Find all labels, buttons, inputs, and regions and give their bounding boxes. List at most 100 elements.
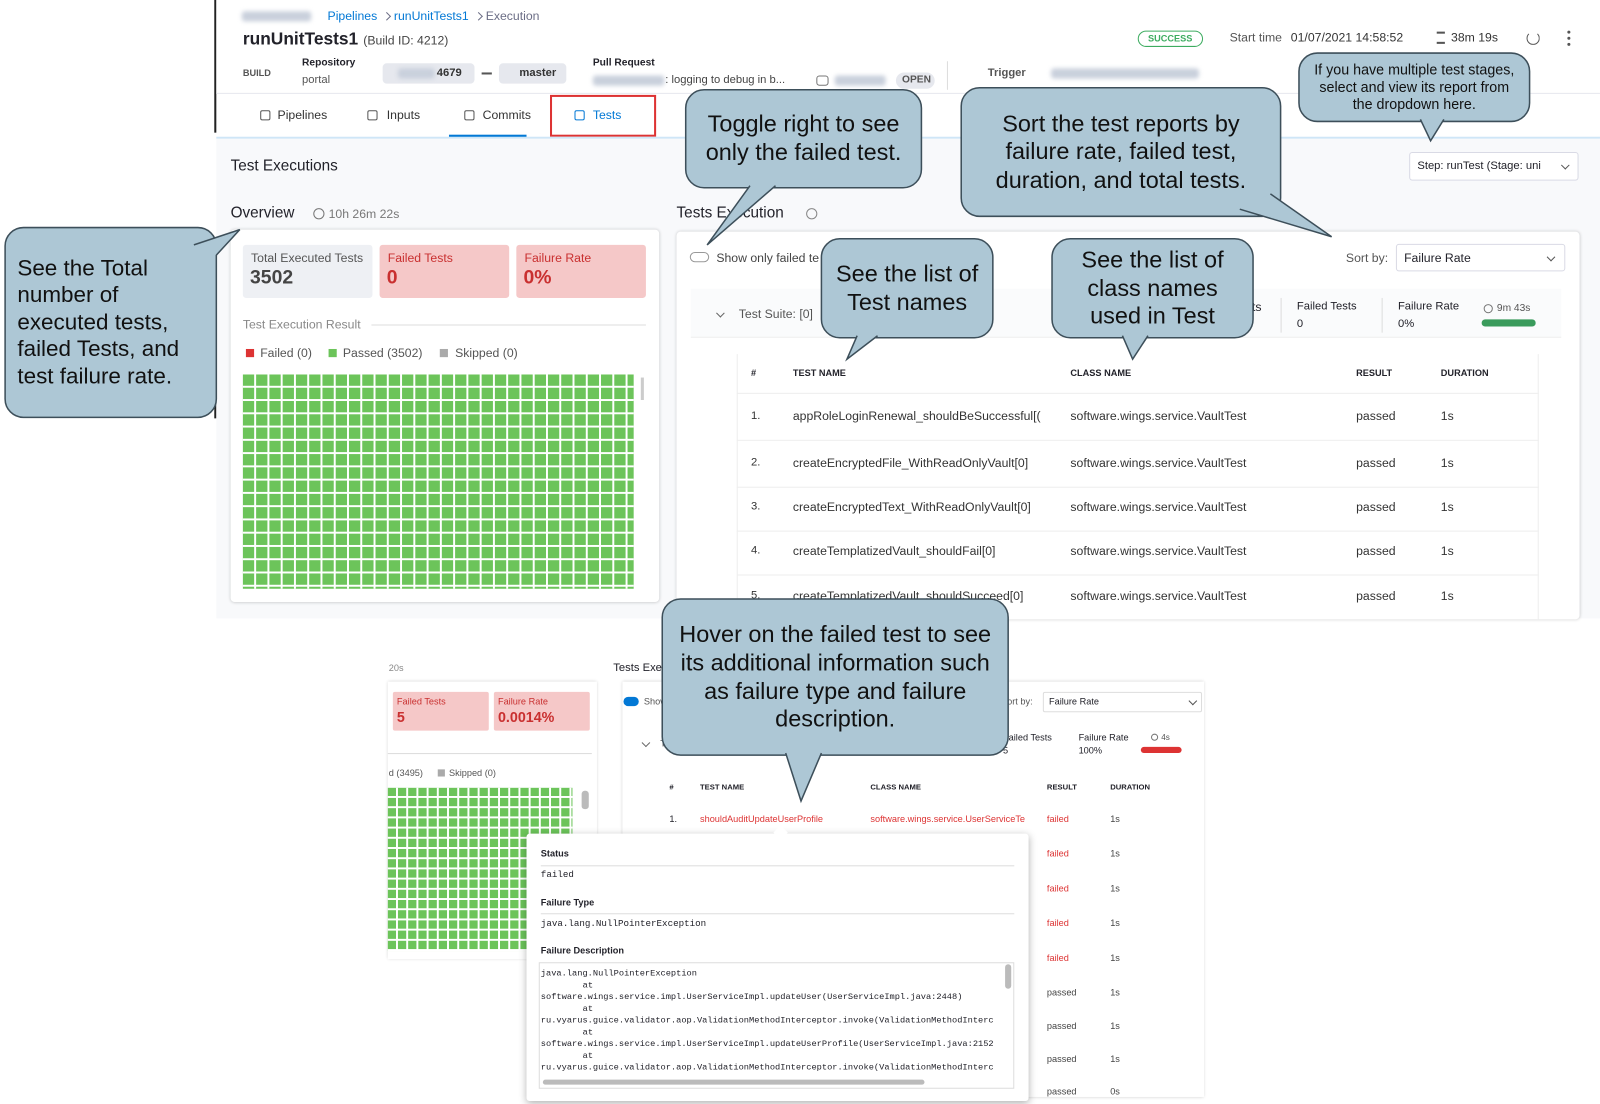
detail-sort-value[interactable]: Failure Rate: [1048, 696, 1100, 707]
tab-underline: [448, 134, 527, 138]
stat-value: 0: [386, 266, 398, 289]
suite-sep: [1280, 297, 1282, 333]
step-select[interactable]: [1409, 152, 1579, 181]
callout-text: Toggle right to see only the failed test…: [705, 110, 902, 166]
kebab-dot[interactable]: [1567, 30, 1571, 34]
detail-stat-value: 0.0014%: [497, 708, 555, 726]
kebab-dot[interactable]: [1567, 36, 1571, 40]
cell: software.wings.service.VaultTest: [1070, 408, 1247, 424]
callout-box: [1298, 52, 1531, 123]
legend-swatch: [439, 348, 448, 358]
sort-value[interactable]: Failure Rate: [1404, 250, 1471, 266]
callout-tail: [1239, 193, 1333, 238]
column-header: RESULT: [1356, 367, 1393, 379]
status-badge: [1137, 30, 1204, 47]
toggle-label: Show only failed te: [716, 250, 820, 266]
legend-label: Failed (0): [260, 345, 312, 361]
description-line: software.wings.service.impl.UserServiceI…: [540, 1038, 994, 1049]
suite-name[interactable]: Test Suite: [0]: [738, 306, 813, 322]
description-line: at: [582, 1026, 594, 1038]
row-rule: [736, 530, 1539, 532]
cell: passed: [1356, 408, 1396, 424]
tab[interactable]: Inputs: [386, 107, 421, 123]
desc-vscroll: [1005, 964, 1012, 989]
pr-number: 4679: [436, 66, 462, 79]
blurred-crumb: [241, 11, 312, 22]
detail-sort-select[interactable]: [1042, 691, 1203, 713]
legend-label: Passed (3502): [342, 345, 423, 361]
stat-value: 0%: [523, 266, 552, 289]
tab-icon: [464, 110, 475, 121]
blurred-trigger: [1051, 68, 1199, 79]
detail-cell[interactable]: shouldAuditUpdateUserProfile: [699, 813, 824, 825]
callout-tail: [706, 185, 777, 246]
detail-cell: 1s: [1110, 813, 1120, 825]
stat-box: [516, 244, 646, 298]
arrow: [481, 72, 492, 75]
cell: appRoleLoginRenewal_shouldBeSuccessful[(: [792, 408, 1041, 424]
repo-label: Repository: [302, 57, 356, 69]
status-text: SUCCESS: [1147, 33, 1193, 44]
suite-stat-label: Failed Tests: [1296, 300, 1357, 313]
description-line: java.lang.NullPointerException: [540, 968, 697, 979]
detail-cell: software.wings.service.UserServiceTe: [870, 813, 1026, 825]
cell: 1.: [751, 409, 761, 422]
clock-icon: [1151, 733, 1159, 741]
callout-box: [820, 238, 994, 339]
suite-stat-value: 0%: [1397, 317, 1415, 331]
detail-toggle[interactable]: [623, 696, 639, 707]
detail-suite-label: Failure Rate: [1078, 732, 1129, 743]
clock-icon: [1483, 304, 1493, 314]
description-box: [538, 962, 1015, 1089]
step-select-text[interactable]: Step: runTest (Stage: uni: [1417, 159, 1541, 172]
detail-suite-label: Failed Tests: [1003, 732, 1052, 743]
tooltip-value: java.lang.NullPointerException: [540, 918, 707, 930]
detail-cell: 1s: [1110, 987, 1120, 998]
row-rule: [736, 486, 1539, 488]
callout-text: Sort the test reports by failure rate, f…: [995, 109, 1247, 193]
result-title: Test Execution Result: [242, 317, 361, 332]
column-header: TEST NAME: [792, 367, 846, 379]
duration: 38m 19s: [1451, 30, 1498, 45]
tab-icon: [367, 110, 378, 121]
repo: portal: [302, 73, 331, 87]
kebab-dot[interactable]: [1567, 42, 1571, 46]
description-line: ru.vyarus.guice.validator.aop.Validation…: [540, 1062, 994, 1073]
build-label: BUILD: [242, 67, 271, 79]
cell: software.wings.service.VaultTest: [1070, 499, 1247, 515]
tab[interactable]: Commits: [482, 107, 531, 123]
callout-box: [684, 89, 923, 189]
comment-icon: [816, 75, 829, 86]
cell: createEncryptedFile_WithReadOnlyVault[0]: [792, 455, 1029, 471]
detail-cell: 1s: [1110, 848, 1120, 859]
refresh-icon[interactable]: [1526, 31, 1540, 45]
detail-column-header: #: [669, 782, 674, 792]
cell: passed: [1356, 543, 1396, 558]
detail-title: Tests Exe: [613, 661, 662, 674]
breadcrumb[interactable]: Pipelines: [327, 8, 378, 24]
detail-stat-box: [493, 691, 590, 731]
sort-select[interactable]: [1395, 243, 1566, 272]
tab[interactable]: Pipelines: [277, 107, 328, 123]
detail-legend: Skipped (0): [448, 767, 496, 779]
callout-box: [4, 226, 218, 419]
cell: software.wings.service.VaultTest: [1070, 543, 1247, 558]
help-icon: [806, 208, 818, 220]
tab[interactable]: Tests: [592, 107, 622, 123]
start-label: Start time: [1229, 30, 1282, 45]
cell: 3.: [751, 500, 761, 513]
detail-cell: 1s: [1110, 883, 1120, 894]
detail-rule: [387, 753, 592, 755]
cell: 1s: [1440, 408, 1454, 424]
detail-cell: 1s: [1110, 917, 1120, 929]
detail-suite-value: 100%: [1078, 745, 1103, 756]
detail-duration-bar: [1140, 746, 1182, 754]
breadcrumb[interactable]: runUnitTests1: [393, 8, 469, 24]
toggle[interactable]: [689, 252, 710, 263]
description-line: at: [582, 1050, 594, 1061]
table: [736, 354, 1539, 620]
sort-label: Sort by:: [1345, 250, 1389, 266]
stat-label: Failed Tests: [387, 250, 453, 266]
callout-text: If you have multiple test stages, select…: [1314, 61, 1515, 113]
blurred-user: [834, 75, 886, 86]
